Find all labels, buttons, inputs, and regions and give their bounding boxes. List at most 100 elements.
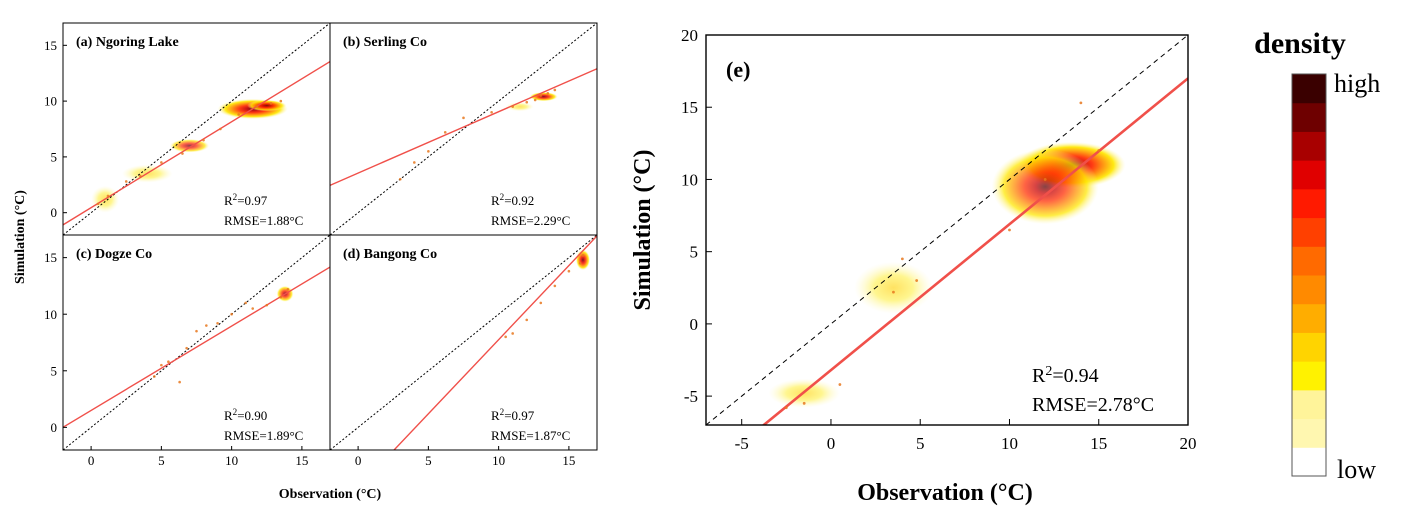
data-point — [96, 202, 100, 206]
data-point — [181, 152, 184, 155]
y-tick-label: -5 — [684, 387, 698, 406]
colorbar-segment — [1292, 188, 1326, 219]
one-to-one-line — [330, 23, 597, 235]
data-point — [546, 91, 550, 95]
panel-a-r2: R2=0.97 — [224, 192, 268, 208]
panel-a-title: (a) Ngoring Lake — [76, 35, 179, 50]
x-tick-label: 0 — [355, 453, 362, 468]
x-tick-label: 0 — [827, 434, 836, 453]
panel-c-r2: R2=0.90 — [224, 407, 267, 423]
one-to-one-line — [63, 235, 330, 450]
colorbar-title: density — [1254, 27, 1346, 60]
data-point — [202, 138, 205, 142]
panel-a: 0 5 10 15 (a) Ngoring Lake R2=0.97 RMSE=1.88°C — [44, 22, 331, 236]
colorbar-segment — [1292, 102, 1326, 132]
large-x-axis-title: Observation (°C) — [857, 480, 1033, 506]
y-tick-label: 10 — [681, 170, 698, 189]
fit-line — [393, 235, 597, 450]
data-point — [511, 332, 514, 335]
colorbar — [1291, 73, 1327, 477]
data-point — [511, 105, 514, 108]
colorbar-segment — [1292, 303, 1326, 333]
data-point — [398, 177, 402, 181]
data-point — [539, 301, 543, 305]
y-tick-label: 15 — [44, 38, 57, 53]
large-y-axis-title: Simulation (°C) — [630, 150, 656, 311]
data-point — [237, 113, 240, 116]
data-point — [1008, 228, 1011, 232]
data-point — [265, 303, 269, 307]
panel-b-rmse: RMSE=2.29°C — [491, 213, 570, 228]
one-to-one-line — [706, 35, 1188, 425]
data-point — [160, 363, 163, 367]
colorbar-segment — [1292, 275, 1326, 305]
panel-e-rmse: RMSE=2.78°C — [1032, 394, 1154, 416]
panel-d-title: (d) Bangong Co — [343, 247, 437, 262]
data-point — [462, 116, 465, 120]
data-point — [195, 329, 198, 333]
x-tick-label: 0 — [88, 453, 95, 468]
data-point — [138, 174, 142, 178]
data-point — [216, 321, 219, 325]
panel-c-plot-area — [63, 235, 330, 450]
y-tick-label: 0 — [51, 205, 58, 220]
panel-e-title: (e) — [726, 57, 750, 82]
panel-e-frame — [705, 34, 1189, 426]
data-point — [784, 406, 788, 410]
y-tick-label: 0 — [51, 420, 58, 435]
x-tick-label: 10 — [492, 453, 505, 468]
data-point — [567, 269, 571, 273]
data-point — [413, 161, 416, 164]
y-tick-label: 10 — [44, 94, 57, 109]
x-tick-label: -5 — [735, 434, 749, 453]
data-point — [892, 290, 895, 294]
one-to-one-line — [63, 23, 330, 235]
panel-e: -5 0 5 10 15 20 -5 0 5 10 15 20 (e) R2=0.94 RMSE=2.78°… — [681, 26, 1197, 453]
x-tick-label: 10 — [1001, 434, 1018, 453]
data-point — [553, 88, 557, 92]
y-tick-label: 5 — [690, 243, 699, 262]
colorbar-segment — [1292, 217, 1326, 247]
fit-line — [330, 68, 597, 186]
data-point — [178, 380, 181, 384]
y-tick-label: 10 — [44, 307, 57, 322]
data-point — [490, 110, 493, 114]
data-point — [205, 324, 208, 327]
data-point — [553, 284, 557, 288]
data-point — [915, 279, 919, 282]
x-tick-label: 20 — [1180, 434, 1197, 453]
small-x-axis-title: Observation (°C) — [279, 487, 382, 502]
panel-d-plot-area — [330, 235, 597, 450]
colorbar-segment — [1292, 447, 1326, 477]
data-point — [244, 301, 247, 305]
data-point — [279, 295, 283, 299]
data-point — [230, 312, 233, 316]
fit-line — [63, 61, 330, 226]
panel-b-plot-area — [330, 23, 597, 235]
panel-c-rmse: RMSE=1.89°C — [224, 428, 303, 443]
colorbar-segment — [1292, 246, 1326, 276]
panel-b-r2: R2=0.92 — [491, 192, 534, 208]
data-point — [838, 383, 842, 386]
large-panel-group: -5 0 5 10 15 20 -5 0 5 10 15 20 (e) R2=0.94 RMSE=2.78°… — [681, 26, 1197, 453]
colorbar-frame — [1291, 73, 1327, 477]
data-point — [525, 318, 529, 322]
density-blob — [505, 102, 534, 112]
one-to-one-line — [330, 235, 597, 450]
colorbar-segment — [1292, 418, 1326, 448]
panel-d: 0 5 10 15 (d) Bangong Co R2=0.97 RMSE=1.87°C — [329, 234, 598, 468]
density-blob — [991, 149, 1099, 225]
x-tick-label: 10 — [225, 453, 238, 468]
panel-c: 0 5 10 15 0 5 10 15 (c) Dogze Co R2=0.90 RMSE=1.89… — [44, 234, 331, 468]
y-tick-label: 15 — [44, 250, 57, 265]
y-tick-label: 20 — [681, 26, 698, 45]
data-point — [251, 307, 255, 310]
y-tick-label: 15 — [681, 98, 698, 117]
panel-d-rmse: RMSE=1.87°C — [491, 428, 570, 443]
data-point — [160, 161, 163, 164]
data-point — [802, 401, 806, 405]
data-point — [525, 100, 529, 104]
y-tick-label: 0 — [690, 315, 699, 334]
data-point — [255, 105, 259, 108]
